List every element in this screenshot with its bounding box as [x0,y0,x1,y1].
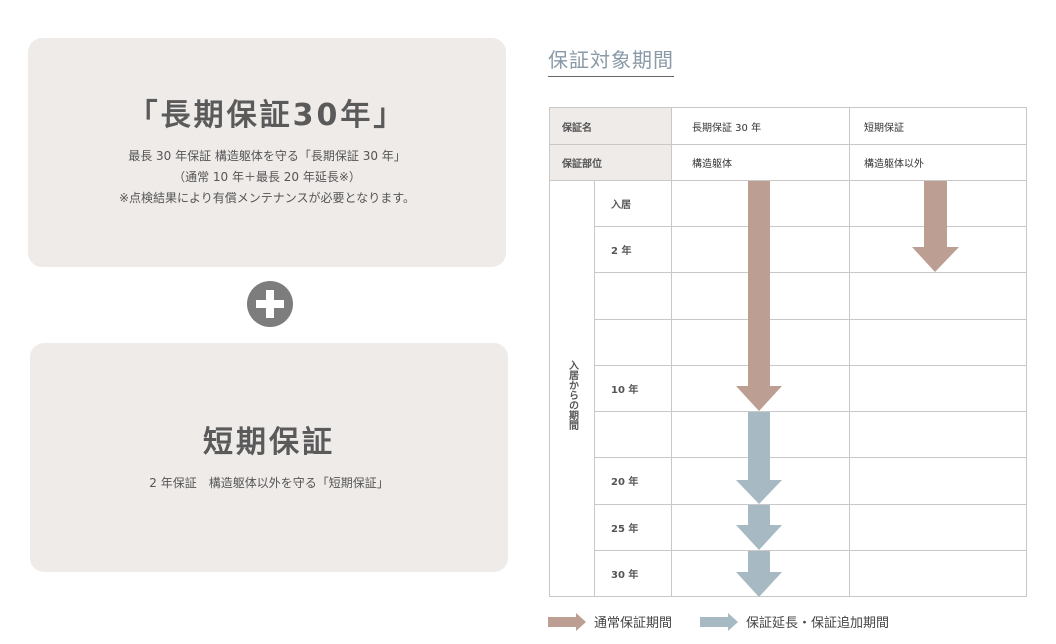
period-cell [850,458,1027,505]
period-row-label [595,319,672,366]
period-row-label: 入居 [595,181,672,228]
header-short-part: 構造躯体以外 [850,145,1027,181]
header-label-warranty-part: 保証部位 [550,145,672,181]
period-axis: 入居からの期間 [550,180,595,597]
legend-extension: 保証延長・保証追加期間 [700,612,889,631]
period-row-label: 20 年 [595,458,672,505]
period-cell [672,550,850,597]
period-row-label [595,412,672,459]
period-row-label [595,273,672,320]
short-term-title: 短期保証 [203,425,335,460]
long-term-note: ※点検結果により有償メンテナンスが必要となります。 [118,191,416,205]
short-term-warranty-card: 短期保証 2 年保証 構造躯体以外を守る「短期保証」 [30,343,508,572]
long-term-normal-arrow [736,181,782,411]
header-long-part: 構造躯体 [672,145,850,181]
blue-arrow-icon [700,612,738,631]
long-term-title: 「長期保証30年」 [127,98,407,133]
period-cell [850,412,1027,459]
period-cell [850,227,1027,274]
legend-extension-label: 保証延長・保証追加期間 [746,616,890,631]
period-axis-label: 入居からの期間 [566,360,578,430]
header-label-warranty-name: 保証名 [550,108,672,145]
warranty-period-table: 保証名 長期保証 30 年 短期保証 保証部位 構造躯体 構造躯体以外 入居から… [549,107,1027,597]
short-term-line: 2 年保証 構造躯体以外を守る「短期保証」 [149,476,389,490]
arrows-layer [736,181,959,597]
period-row-label: 10 年 [595,365,672,413]
section-title: 保証対象期間 [548,44,674,77]
plus-icon [247,281,293,327]
extension-arrow-20 [736,412,782,504]
period-cell [672,458,850,505]
period-row-label: 25 年 [595,504,672,551]
extension-arrow-25 [736,505,782,550]
long-term-line: 最長 30 年保証 構造躯体を守る「長期保証 30 年」 [128,149,406,163]
brown-arrow-icon [548,612,586,631]
extension-arrow-30 [736,551,782,597]
period-cell [850,505,1027,551]
period-cell [672,365,850,413]
legend-normal-label: 通常保証期間 [594,616,673,631]
short-term-arrow [912,181,959,272]
header-long-name: 長期保証 30 年 [672,108,850,145]
period-cell [850,320,1027,366]
period-cell [850,273,1027,320]
header-short-name: 短期保証 [850,108,1027,145]
legend-normal: 通常保証期間 [548,612,672,631]
period-cell [850,366,1027,413]
period-row-label: 30 年 [595,550,672,597]
period-row-label: 2 年 [595,227,672,274]
long-term-line: （通常 10 年＋最長 20 年延長※） [173,170,361,184]
period-cell [672,504,850,551]
long-term-warranty-card: 「長期保証30年」 最長 30 年保証 構造躯体を守る「長期保証 30 年」 （… [28,38,506,267]
